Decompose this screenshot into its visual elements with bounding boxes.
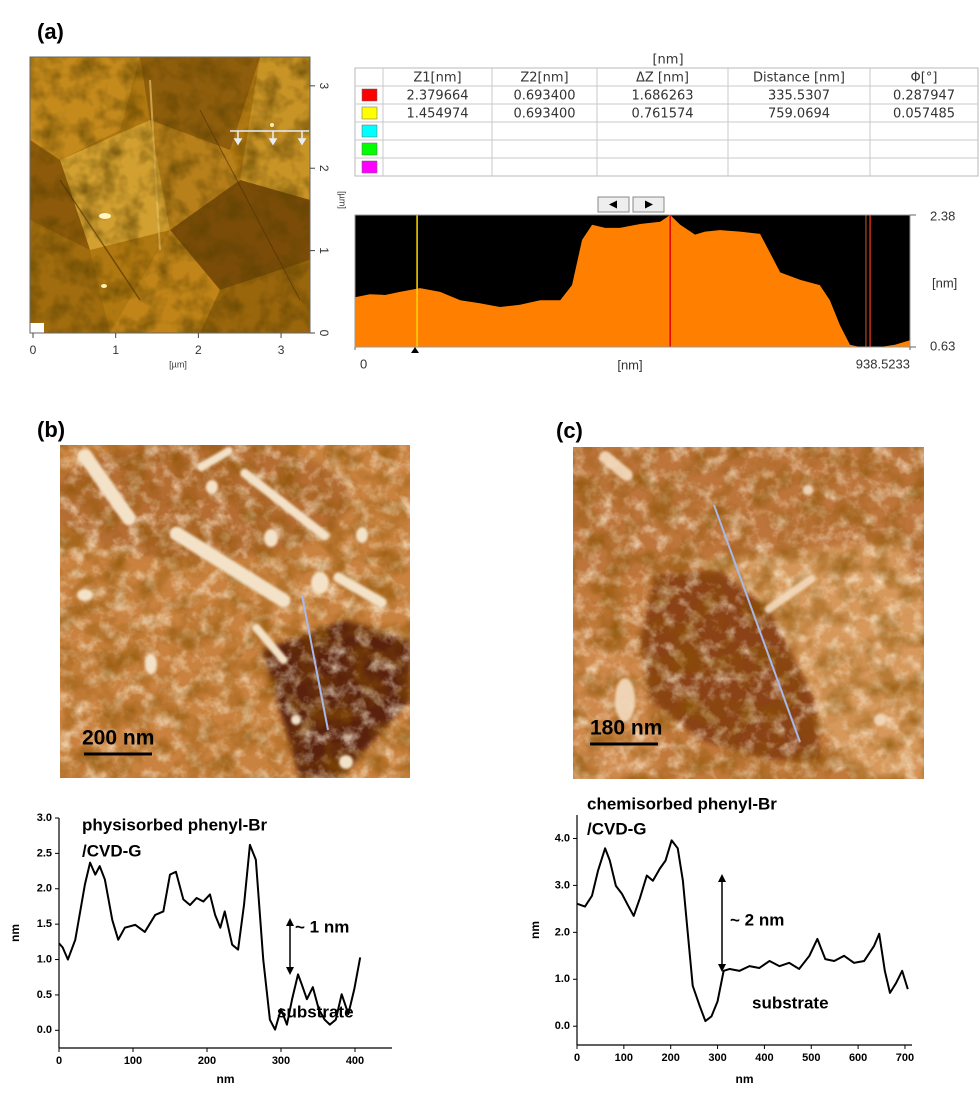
row-color (362, 143, 377, 155)
y-tick-label: 2.0 (555, 926, 570, 938)
table-cell: 2.379664 (406, 89, 468, 104)
table-cell: 1.454974 (406, 107, 468, 122)
x-tick-label: 200 (198, 1055, 216, 1067)
arrow-head (718, 874, 726, 882)
x-tick-label: 600 (849, 1052, 867, 1064)
x-axis-label: nm (736, 1072, 754, 1086)
y-tick-label: 0.0 (37, 1024, 52, 1036)
y-tick-label: 1.0 (555, 973, 570, 985)
column-header: Z2[nm] (520, 71, 568, 86)
table-cell: 0.693400 (513, 89, 575, 104)
annotation: physisorbed phenyl-Br (82, 815, 268, 834)
arrow-head (286, 918, 294, 926)
column-header: Z1[nm] (413, 71, 461, 86)
panel-label: (c) (556, 418, 583, 443)
profile-line (577, 840, 908, 1021)
annotation: /CVD-G (587, 819, 647, 838)
y-axis-label: [nm] (932, 275, 957, 290)
x-tick-label: 0 (574, 1052, 580, 1064)
row-color (362, 107, 377, 119)
y-axis-label: nm (528, 921, 542, 939)
y-unit: [µm] (338, 191, 348, 209)
x-tick-label: 400 (755, 1052, 773, 1064)
scale-bar-label: 200 nm (82, 727, 154, 750)
annotation: ~ 2 nm (730, 910, 784, 929)
measure-table: [nm] Z1[nm] Z2[nm] ΔZ [nm] Distance [nm] Φ[°… (355, 53, 978, 177)
y-tick-label: 3 (317, 82, 331, 89)
table-cell: 0.057485 (893, 107, 955, 122)
y-tick-label: 0.63 (930, 338, 955, 353)
y-tick-label: 2.5 (37, 847, 52, 859)
column-header: Distance [nm] (753, 71, 845, 86)
y-axis-label: nm (8, 924, 22, 942)
annotation: ~ 1 nm (295, 917, 349, 936)
row-color (362, 161, 377, 173)
table-unit: [nm] (652, 53, 683, 68)
y-tick-label: 0.0 (555, 1020, 570, 1032)
table-cell: 1.686263 (631, 89, 693, 104)
column-header: ΔZ [nm] (636, 71, 689, 86)
table-cell: 0.761574 (631, 107, 693, 122)
y-tick-label: 2 (317, 165, 331, 172)
x-tick-label: 0 (30, 343, 37, 357)
y-tick-label: 3.0 (37, 812, 52, 824)
x-tick-label: 400 (346, 1055, 364, 1067)
y-tick-label: 1.5 (37, 918, 52, 930)
y-tick-label: 0 (317, 330, 331, 337)
x-unit: [µm] (169, 359, 187, 369)
x-tick-label: 2 (195, 343, 202, 357)
x-tick-label: 0 (56, 1055, 62, 1067)
x-tick-label: 3 (278, 343, 285, 357)
row-color (362, 89, 377, 101)
x-tick-label: 100 (124, 1055, 142, 1067)
table-cell: 759.0694 (768, 107, 830, 122)
profile-a: 0.63 2.38 0 938.5233 [nm] [nm] (355, 208, 957, 372)
x-tick-label: 0 (360, 356, 367, 371)
annotation: /CVD-G (82, 841, 142, 860)
y-tick-label: 2.38 (930, 208, 955, 223)
afm-image-a (30, 57, 310, 333)
scale-bar-label: 180 nm (590, 717, 662, 740)
panel-label: (b) (37, 417, 65, 442)
x-axis-label: nm (217, 1072, 235, 1086)
x-tick-label: 700 (896, 1052, 914, 1064)
panel-label: (a) (37, 19, 64, 44)
y-tick-label: 0.5 (37, 989, 52, 1001)
cursor-marker (411, 347, 419, 353)
x-tick-label: 938.5233 (856, 356, 910, 371)
y-tick-label: 2.0 (37, 883, 52, 895)
annotation: substrate (277, 1002, 354, 1021)
y-tick-label: 3.0 (555, 879, 570, 891)
x-tick-label: 1 (112, 343, 119, 357)
y-tick-label: 1 (317, 247, 331, 254)
column-header: Φ[°] (911, 71, 938, 86)
arrow-head (286, 967, 294, 975)
scroll-buttons[interactable] (598, 197, 664, 212)
row-color (362, 125, 377, 137)
x-tick-label: 100 (615, 1052, 633, 1064)
x-tick-label: 300 (708, 1052, 726, 1064)
table-cell: 0.287947 (893, 89, 955, 104)
table-cell: 335.5307 (768, 89, 830, 104)
y-tick-label: 4.0 (555, 832, 570, 844)
table-cell: 0.693400 (513, 107, 575, 122)
x-tick-label: 500 (802, 1052, 820, 1064)
annotation: substrate (752, 993, 829, 1012)
x-tick-label: 300 (272, 1055, 290, 1067)
y-tick-label: 1.0 (37, 953, 52, 965)
x-tick-label: 200 (662, 1052, 680, 1064)
annotation: chemisorbed phenyl-Br (587, 794, 777, 813)
x-axis-label: [nm] (617, 357, 642, 372)
figure: (a) (b) (c) 0 1 2 3 0 1 2 3 [µm] [µm] [nm] Z1[nm]… (0, 0, 980, 1088)
page: (a) (b) (c) 0 1 2 3 0 1 2 3 [µm] [µm] [nm] Z1[nm]… (0, 0, 980, 1088)
